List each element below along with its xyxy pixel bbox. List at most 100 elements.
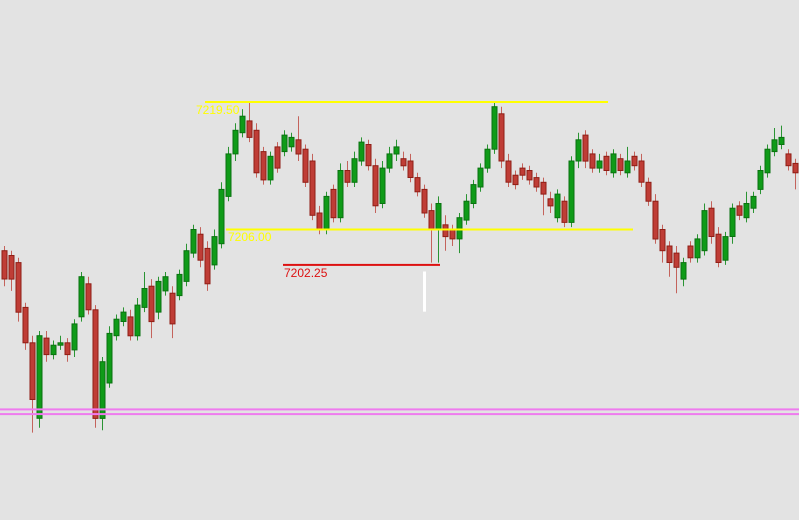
bear-candle-body xyxy=(92,309,99,419)
price-level-line-support-mid[interactable] xyxy=(226,228,633,231)
bear-candle-body xyxy=(15,262,22,313)
bull-candle-body xyxy=(386,153,393,169)
price-level-line-entry-level[interactable] xyxy=(283,263,440,266)
bull-candle-body xyxy=(596,160,603,169)
bull-candle-body xyxy=(491,106,498,150)
bear-candle-body xyxy=(421,188,428,214)
bear-candle-body xyxy=(498,113,505,162)
bull-candle-body xyxy=(757,170,764,190)
bear-candle-body xyxy=(260,151,267,181)
bull-candle-body xyxy=(239,115,246,134)
bull-candle-body xyxy=(778,136,785,145)
bull-candle-body xyxy=(106,332,113,384)
bull-candle-body xyxy=(232,129,239,155)
bear-candle-body xyxy=(148,285,155,323)
bull-candle-body xyxy=(393,146,400,155)
bull-candle-body xyxy=(155,280,162,313)
bear-candle-body xyxy=(43,337,50,356)
bear-candle-body xyxy=(547,198,554,207)
bear-candle-body xyxy=(197,233,204,261)
bear-candle-body xyxy=(603,155,610,172)
bear-candle-body xyxy=(512,174,519,186)
bear-candle-body xyxy=(414,177,421,193)
bear-candle-body xyxy=(407,160,414,178)
bear-candle-body xyxy=(372,165,379,207)
bear-candle-body xyxy=(652,200,659,240)
bear-candle-body xyxy=(526,170,533,181)
bear-candle-body xyxy=(204,247,211,285)
price-level-line-resistance[interactable] xyxy=(205,101,608,103)
bull-candle-body xyxy=(113,318,120,337)
bear-candle-body xyxy=(582,134,589,162)
bear-candle-body xyxy=(365,144,372,167)
magenta-horizontal-line[interactable] xyxy=(0,408,799,411)
bear-candle-body xyxy=(302,148,309,183)
bear-candle-body xyxy=(533,177,540,188)
bear-candle-body xyxy=(687,245,694,259)
bear-candle-body xyxy=(708,207,715,237)
bear-candle-body xyxy=(274,146,281,169)
bull-candle-body xyxy=(323,195,330,230)
bull-candle-body xyxy=(379,167,386,205)
magenta-horizontal-line[interactable] xyxy=(0,413,799,416)
bull-candle-body xyxy=(120,311,127,323)
bull-candle-body xyxy=(729,207,736,237)
bull-candle-body xyxy=(50,344,57,356)
bear-candle-body xyxy=(561,200,568,223)
bear-candle-body xyxy=(85,283,92,311)
bull-candle-body xyxy=(463,200,470,221)
bull-candle-body xyxy=(484,148,491,169)
bull-candle-body xyxy=(183,250,190,282)
bear-candle-body xyxy=(792,162,799,174)
bear-candle-body xyxy=(785,153,792,167)
bull-candle-body xyxy=(78,276,85,318)
bull-candle-body xyxy=(764,148,771,174)
bear-candle-body xyxy=(449,229,456,240)
bear-candle-body xyxy=(442,224,449,238)
bull-candle-body xyxy=(36,335,43,419)
bear-candle-body xyxy=(1,250,8,280)
bear-candle-body xyxy=(617,158,624,171)
bull-candle-body xyxy=(337,170,344,219)
bull-candle-body xyxy=(358,141,365,162)
bull-candle-body xyxy=(57,342,64,346)
bear-candle-body xyxy=(673,252,680,268)
bear-candle-body xyxy=(295,139,302,155)
bear-candle-body xyxy=(29,342,36,400)
bear-candle-body xyxy=(505,160,512,183)
bull-candle-body xyxy=(680,262,687,280)
bear-candle-body xyxy=(631,155,638,167)
bear-candle-body xyxy=(253,129,260,174)
bull-candle-body xyxy=(568,160,575,223)
bull-candle-body xyxy=(281,134,288,153)
bull-candle-body xyxy=(211,236,218,266)
bear-candle-body xyxy=(330,188,337,219)
bear-candle-body xyxy=(127,316,134,337)
bull-candle-body xyxy=(701,210,708,252)
bull-candle-body xyxy=(71,323,78,351)
bear-candle-body xyxy=(309,160,316,216)
bull-candle-body xyxy=(225,153,232,197)
bear-candle-body xyxy=(666,245,673,263)
bull-candle-body xyxy=(470,184,477,205)
bear-candle-body xyxy=(519,167,526,176)
bear-candle-body xyxy=(638,160,645,183)
bull-candle-body xyxy=(554,193,561,219)
bull-candle-body xyxy=(743,203,750,219)
bear-candle-body xyxy=(736,205,743,216)
bear-candle-body xyxy=(22,306,29,344)
bull-candle-body xyxy=(477,167,484,188)
bull-candle-body xyxy=(351,158,358,183)
bear-candle-body xyxy=(64,342,71,356)
bull-candle-body xyxy=(624,160,631,174)
bear-candle-body xyxy=(540,181,547,195)
bull-candle-body xyxy=(771,139,778,153)
bull-candle-body xyxy=(218,188,225,245)
bull-candle-body xyxy=(141,288,148,308)
bull-candle-body xyxy=(694,238,701,259)
bull-candle-body xyxy=(176,273,183,297)
bear-candle-body xyxy=(400,158,407,167)
